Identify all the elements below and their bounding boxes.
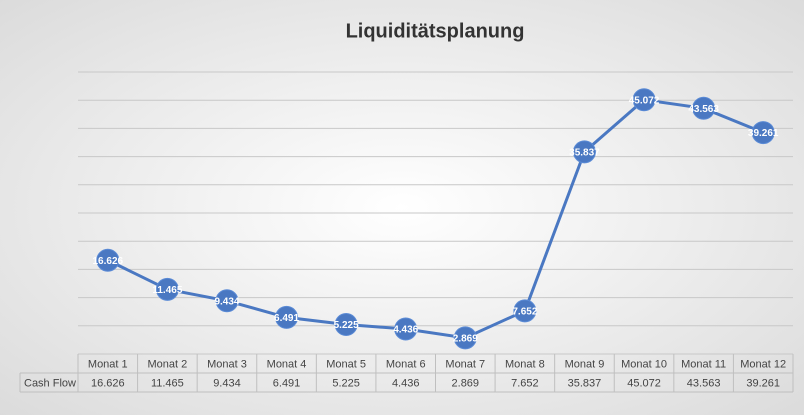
data-label: 5.225: [334, 320, 359, 331]
table-cell: 45.072: [627, 377, 661, 389]
table-cell: 35.837: [568, 377, 602, 389]
marker: [215, 289, 239, 313]
x-tick-label: Monat 3: [207, 358, 247, 370]
x-tick-label: Monat 1: [88, 358, 128, 370]
data-label: 6.491: [274, 313, 299, 324]
marker: [632, 88, 656, 112]
data-label: 45.072: [629, 95, 660, 106]
marker: [572, 140, 596, 164]
table-cell: 7.652: [511, 377, 539, 389]
marker: [453, 326, 477, 350]
marker: [394, 317, 418, 341]
x-tick-label: Monat 12: [740, 358, 786, 370]
table-cell: 16.626: [91, 377, 125, 389]
data-label: 39.261: [748, 128, 779, 139]
x-tick-label: Monat 6: [386, 358, 426, 370]
table-cell: 2.869: [452, 377, 480, 389]
table-cell: 43.563: [687, 377, 721, 389]
table-cell: 9.434: [213, 377, 241, 389]
x-tick-label: Monat 9: [565, 358, 605, 370]
data-label: 43.563: [688, 104, 719, 115]
x-tick-label: Monat 7: [445, 358, 485, 370]
data-label: 4.436: [393, 325, 418, 336]
x-tick-label: Monat 5: [326, 358, 366, 370]
data-label: 9.434: [214, 296, 239, 307]
data-label: 16.626: [92, 256, 123, 267]
x-tick-label: Monat 11: [681, 358, 726, 370]
x-tick-label: Monat 2: [148, 358, 188, 370]
x-tick-label: Monat 10: [621, 358, 667, 370]
legend-label: Cash Flow: [24, 377, 76, 389]
marker: [692, 96, 716, 120]
table-cell: 5.225: [332, 377, 360, 389]
marker: [155, 277, 179, 301]
x-tick-label: Monat 8: [505, 358, 545, 370]
data-label: 11.465: [152, 285, 182, 296]
marker: [751, 121, 775, 145]
data-label: 2.869: [453, 333, 478, 344]
table-cell: 11.465: [151, 377, 184, 389]
marker: [96, 248, 120, 272]
data-label: 7.652: [512, 306, 537, 317]
marker: [334, 313, 358, 337]
data-label: 35.837: [569, 148, 600, 159]
marker: [275, 305, 299, 329]
table-cell: 6.491: [273, 377, 301, 389]
table-cell: 39.261: [746, 377, 780, 389]
table-cell: 4.436: [392, 377, 420, 389]
x-tick-label: Monat 4: [267, 358, 307, 370]
chart-title: Liquiditätsplanung: [346, 20, 525, 42]
marker: [513, 299, 537, 323]
